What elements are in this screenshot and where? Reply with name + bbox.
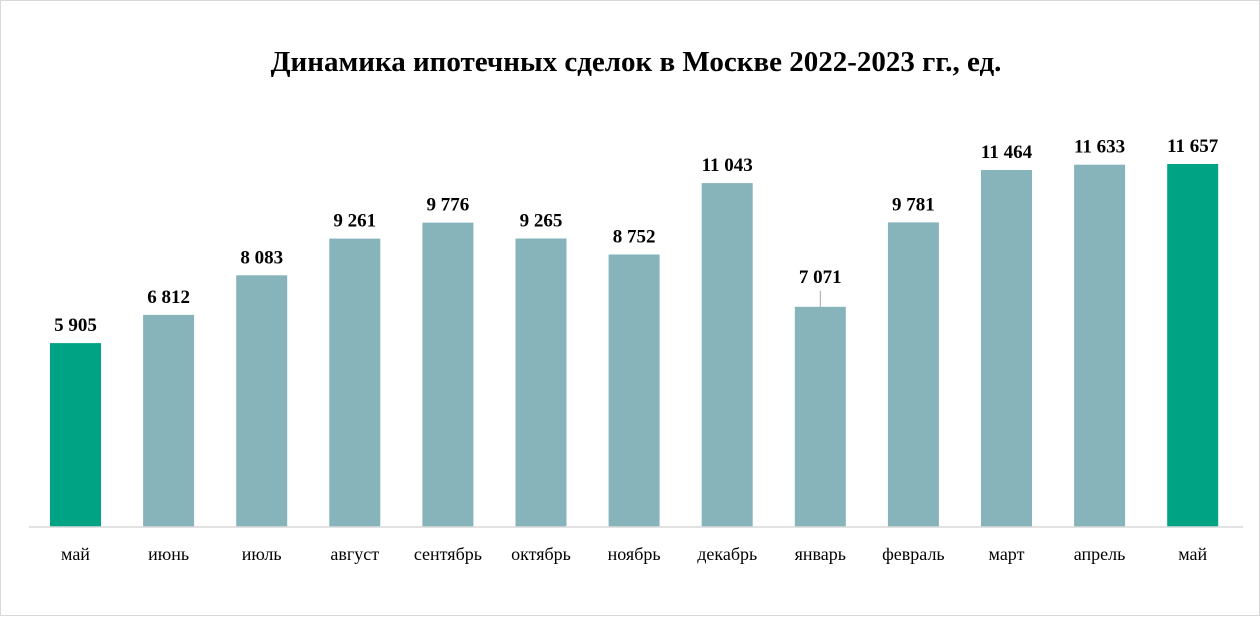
value-label-11: 11 633	[1074, 137, 1125, 158]
value-label-8: 7 071	[799, 267, 842, 288]
bars-group: 5 905 май 6 812 июнь 8 083 июль 9 261 август 9 7…	[50, 136, 1219, 564]
category-label-5: октябрь	[511, 544, 571, 564]
value-label-10: 11 464	[981, 142, 1033, 163]
chart-title: Динамика ипотечных сделок в Москве 2022-…	[271, 46, 1002, 78]
bar-0	[50, 343, 101, 527]
bar-6	[608, 254, 660, 527]
value-label-4: 9 776	[427, 195, 470, 216]
category-label-6: ноябрь	[608, 544, 661, 564]
value-label-12: 11 657	[1167, 136, 1219, 157]
bar-3	[329, 238, 381, 527]
bar-5	[515, 238, 567, 527]
category-label-10: март	[989, 544, 1025, 564]
value-label-0: 5 905	[54, 315, 97, 336]
bar-10	[981, 170, 1032, 527]
category-label-9: февраль	[882, 544, 945, 564]
bar-4	[422, 222, 474, 527]
bar-8	[794, 306, 846, 527]
category-label-3: август	[330, 544, 379, 564]
category-label-7: декабрь	[697, 544, 757, 564]
bar-2	[236, 275, 288, 527]
value-label-2: 8 083	[240, 247, 283, 268]
value-label-7: 11 043	[702, 155, 753, 176]
category-label-11: апрель	[1074, 544, 1126, 564]
value-label-6: 8 752	[613, 227, 656, 248]
value-label-1: 6 812	[147, 287, 190, 308]
category-label-12: май	[1178, 544, 1207, 564]
category-label-2: июль	[242, 544, 282, 564]
bar-7	[701, 183, 753, 527]
category-label-4: сентябрь	[414, 544, 482, 564]
bar-9	[887, 222, 939, 527]
category-label-8: январь	[795, 544, 846, 564]
category-label-0: май	[61, 544, 90, 564]
value-label-5: 9 265	[520, 211, 563, 232]
category-label-1: июнь	[148, 544, 189, 564]
bar-1	[143, 314, 195, 527]
bar-12	[1167, 164, 1219, 527]
value-label-9: 9 781	[892, 194, 935, 215]
bar-11	[1074, 164, 1126, 527]
value-label-3: 9 261	[333, 211, 376, 232]
